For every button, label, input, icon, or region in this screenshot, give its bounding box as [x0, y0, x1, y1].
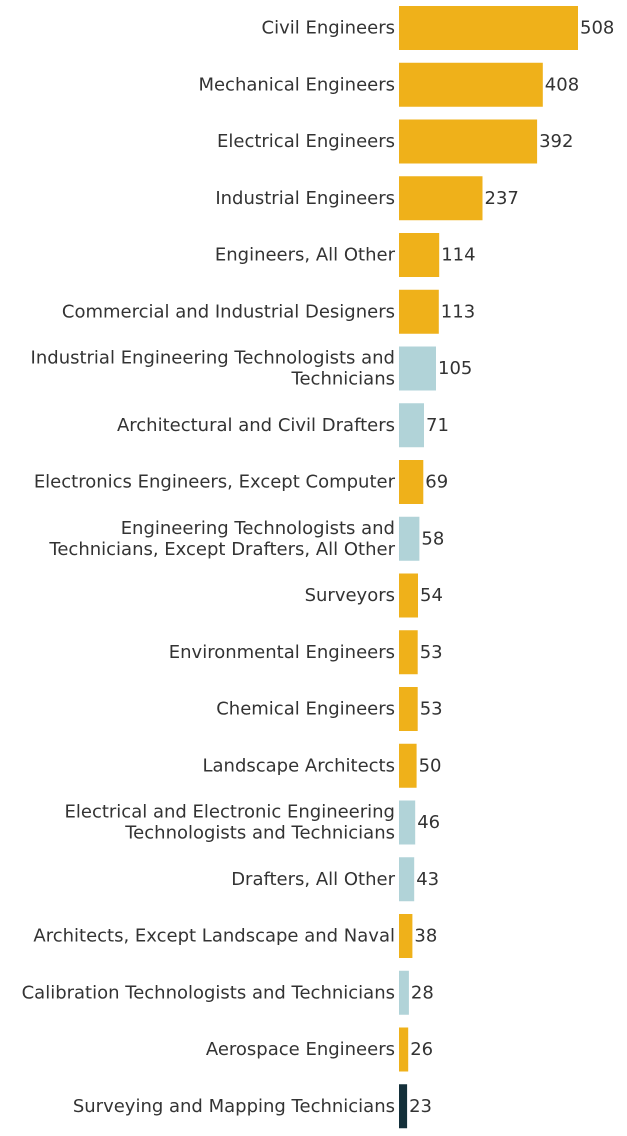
- value-label: 508: [580, 18, 614, 39]
- bar: [399, 516, 420, 561]
- bar: [399, 233, 440, 277]
- value-label: 38: [414, 926, 437, 947]
- category-label: Chemical Engineers: [216, 699, 395, 720]
- bar: [399, 6, 578, 50]
- category-label: Drafters, All Other: [231, 869, 395, 890]
- value-label: 43: [416, 869, 439, 890]
- category-label: Electrical Engineers: [217, 131, 395, 152]
- value-label: 392: [539, 131, 573, 152]
- value-label: 114: [441, 245, 475, 266]
- bar: [399, 687, 418, 731]
- value-label: 105: [438, 358, 472, 379]
- bar: [399, 460, 424, 504]
- category-label: Electrical and Electronic Engineering: [65, 802, 396, 823]
- category-label: Industrial Engineering Technologists and: [31, 348, 395, 369]
- category-label: Technologists and Technicians: [124, 823, 395, 844]
- value-label: 53: [420, 699, 443, 720]
- value-label: 58: [421, 528, 444, 549]
- bar: [399, 914, 413, 958]
- value-label: 26: [410, 1039, 433, 1060]
- bar: [399, 800, 416, 845]
- value-label: 53: [420, 642, 443, 663]
- category-label: Landscape Architects: [202, 755, 395, 776]
- bar: [399, 346, 436, 391]
- value-label: 54: [420, 585, 443, 606]
- category-label: Engineers, All Other: [215, 245, 396, 266]
- bar: [399, 1084, 408, 1129]
- category-label: Commercial and Industrial Designers: [62, 301, 395, 322]
- value-label: 408: [545, 74, 579, 95]
- bar: [399, 743, 417, 788]
- value-label: 23: [409, 1096, 432, 1117]
- value-label: 237: [485, 188, 519, 209]
- category-label: Electronics Engineers, Except Computer: [34, 472, 396, 493]
- bar: [399, 857, 415, 902]
- category-label: Surveyors: [305, 585, 395, 606]
- category-label: Environmental Engineers: [169, 642, 395, 663]
- value-label: 69: [425, 472, 448, 493]
- category-label: Mechanical Engineers: [198, 74, 395, 95]
- bar: [399, 573, 418, 618]
- bar: [399, 1027, 409, 1072]
- bar: [399, 62, 543, 107]
- value-label: 113: [441, 301, 475, 322]
- bar: [399, 289, 439, 334]
- category-label: Architects, Except Landscape and Naval: [33, 926, 395, 947]
- bar: [399, 119, 538, 164]
- bar: [399, 630, 418, 675]
- value-label: 28: [411, 982, 434, 1003]
- category-label: Technicians: [291, 369, 395, 390]
- category-label: Technicians, Except Drafters, All Other: [48, 539, 395, 560]
- category-label: Engineering Technologists and: [121, 518, 395, 539]
- category-label: Industrial Engineers: [215, 188, 395, 209]
- value-label: 71: [426, 415, 449, 436]
- category-label: Calibration Technologists and Technician…: [22, 982, 395, 1003]
- category-label: Aerospace Engineers: [206, 1039, 395, 1060]
- category-label: Architectural and Civil Drafters: [117, 415, 395, 436]
- bar: [399, 403, 424, 448]
- value-label: 50: [419, 755, 442, 776]
- bar: [399, 970, 409, 1015]
- value-label: 46: [417, 812, 440, 833]
- category-label: Civil Engineers: [262, 18, 396, 39]
- category-label: Surveying and Mapping Technicians: [73, 1096, 395, 1117]
- bar: [399, 176, 483, 221]
